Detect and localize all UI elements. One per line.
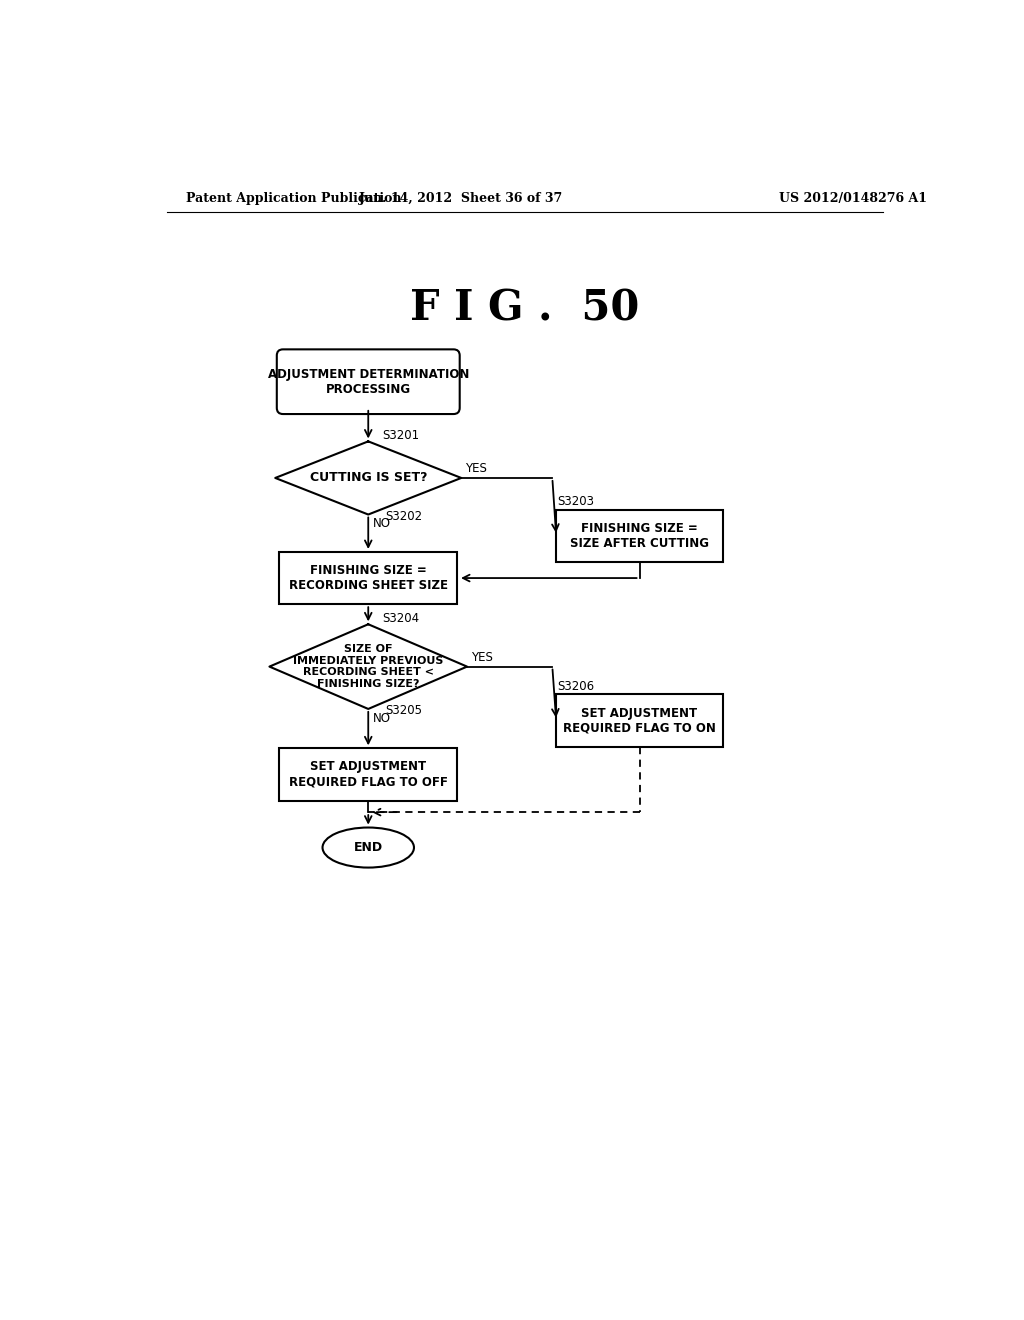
- Text: Patent Application Publication: Patent Application Publication: [186, 191, 401, 205]
- Text: S3204: S3204: [382, 611, 419, 624]
- Text: END: END: [353, 841, 383, 854]
- Text: S3202: S3202: [385, 510, 423, 523]
- Bar: [556, 694, 723, 747]
- Text: S3206: S3206: [558, 680, 595, 693]
- Text: CUTTING IS SET?: CUTTING IS SET?: [309, 471, 427, 484]
- Text: YES: YES: [471, 651, 493, 664]
- Text: SIZE OF
IMMEDIATELY PREVIOUS
RECORDING SHEET <
FINISHING SIZE?: SIZE OF IMMEDIATELY PREVIOUS RECORDING S…: [293, 644, 443, 689]
- Bar: [556, 510, 723, 562]
- Text: F I G .  50: F I G . 50: [411, 288, 639, 330]
- Text: SET ADJUSTMENT
REQUIRED FLAG TO OFF: SET ADJUSTMENT REQUIRED FLAG TO OFF: [289, 760, 447, 788]
- Text: FINISHING SIZE =
RECORDING SHEET SIZE: FINISHING SIZE = RECORDING SHEET SIZE: [289, 564, 447, 593]
- Bar: [280, 552, 458, 605]
- Text: S3203: S3203: [558, 495, 595, 508]
- Ellipse shape: [323, 828, 414, 867]
- Text: YES: YES: [465, 462, 487, 475]
- Polygon shape: [275, 441, 461, 515]
- Text: FINISHING SIZE =
SIZE AFTER CUTTING: FINISHING SIZE = SIZE AFTER CUTTING: [570, 521, 709, 549]
- FancyBboxPatch shape: [276, 350, 460, 414]
- Text: US 2012/0148276 A1: US 2012/0148276 A1: [779, 191, 927, 205]
- Text: S3205: S3205: [385, 704, 422, 717]
- Text: NO: NO: [373, 517, 391, 531]
- Bar: [280, 748, 458, 800]
- Text: NO: NO: [373, 711, 391, 725]
- Text: Jun. 14, 2012  Sheet 36 of 37: Jun. 14, 2012 Sheet 36 of 37: [359, 191, 563, 205]
- Text: SET ADJUSTMENT
REQUIRED FLAG TO ON: SET ADJUSTMENT REQUIRED FLAG TO ON: [563, 706, 716, 734]
- Text: ADJUSTMENT DETERMINATION
PROCESSING: ADJUSTMENT DETERMINATION PROCESSING: [267, 368, 469, 396]
- Text: S3201: S3201: [382, 429, 419, 442]
- Polygon shape: [269, 624, 467, 709]
